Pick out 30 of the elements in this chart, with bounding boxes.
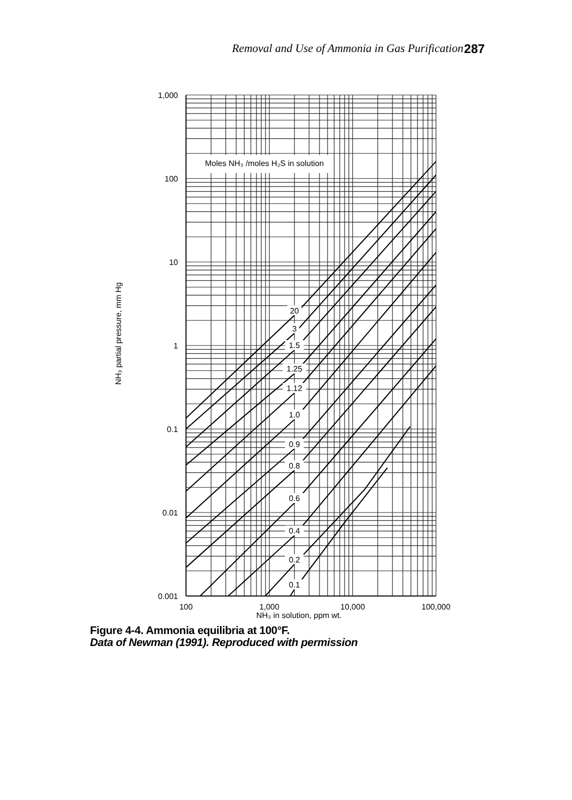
series-label: 1.12 — [286, 384, 303, 393]
series-label: 0.1 — [288, 580, 301, 590]
caption: Figure 4-4. Ammonia equilibria at 100°F. — [90, 625, 290, 637]
y-tick-label: 1 — [174, 341, 179, 350]
y-tick-label: 100 — [164, 174, 179, 184]
y-tick-label: 0.01 — [162, 508, 179, 518]
x-tick-label: 100,000 — [422, 602, 452, 612]
x-tick-label: 1,000 — [259, 602, 280, 612]
series-label: 1.0 — [288, 410, 301, 420]
y-axis-title: NH₃ partial pressure, mm Hg — [114, 282, 123, 385]
series-label: 0.2 — [288, 555, 301, 564]
legend-title: Moles NH₃ /moles H₂S in solution — [187, 155, 329, 173]
text: 287 — [464, 42, 485, 56]
x-axis-title: NH₃ in solution, ppm wt. — [256, 611, 342, 620]
series-label: 0.4 — [288, 526, 301, 536]
series-label: 1.25 — [286, 364, 303, 374]
text: Data of Newman (1991). Reproduced with permission — [90, 637, 358, 649]
y-tick-label: 0.1 — [166, 424, 179, 434]
x-tick-label: 100 — [179, 602, 194, 612]
y-tick-label: 0.001 — [158, 592, 179, 601]
y-tick-label: 10 — [169, 258, 179, 267]
x-tick-label: 10,000 — [340, 602, 366, 612]
text: Removal and Use of Ammonia in Gas Purification — [232, 43, 464, 55]
series-label: 0.9 — [288, 440, 301, 449]
series-label: 3 — [292, 324, 298, 334]
series-label: 0.8 — [288, 461, 301, 470]
y-tick-label: 1,000 — [158, 90, 179, 100]
series-label: 1.5 — [288, 341, 301, 350]
series-label: 0.6 — [288, 494, 301, 503]
series-label: 20 — [290, 306, 300, 316]
